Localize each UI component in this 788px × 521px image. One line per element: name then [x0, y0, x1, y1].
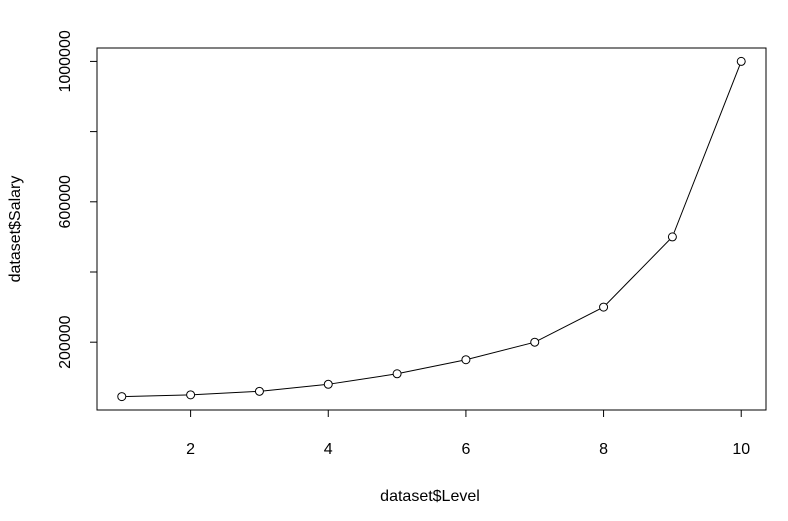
point [667, 232, 677, 242]
x-tick-label: 10 [732, 441, 750, 458]
y-tick-label: 200000 [57, 315, 74, 368]
series-line [121, 61, 742, 398]
point [254, 386, 264, 396]
point [461, 355, 471, 365]
point [736, 56, 746, 66]
point [186, 390, 196, 400]
point [530, 337, 540, 347]
point [323, 379, 333, 389]
y-tick-label: 1000000 [57, 30, 74, 92]
x-tick-label: 6 [461, 441, 470, 458]
point [117, 392, 127, 402]
x-axis-label: dataset$Level [380, 488, 480, 505]
y-axis-label: dataset$Salary [7, 176, 24, 283]
y-tick-label: 600000 [57, 175, 74, 228]
plot-box [96, 47, 767, 411]
point [392, 369, 402, 379]
x-tick-label: 2 [186, 441, 195, 458]
x-tick-label: 8 [599, 441, 608, 458]
x-tick-label: 4 [324, 441, 333, 458]
point [599, 302, 609, 312]
